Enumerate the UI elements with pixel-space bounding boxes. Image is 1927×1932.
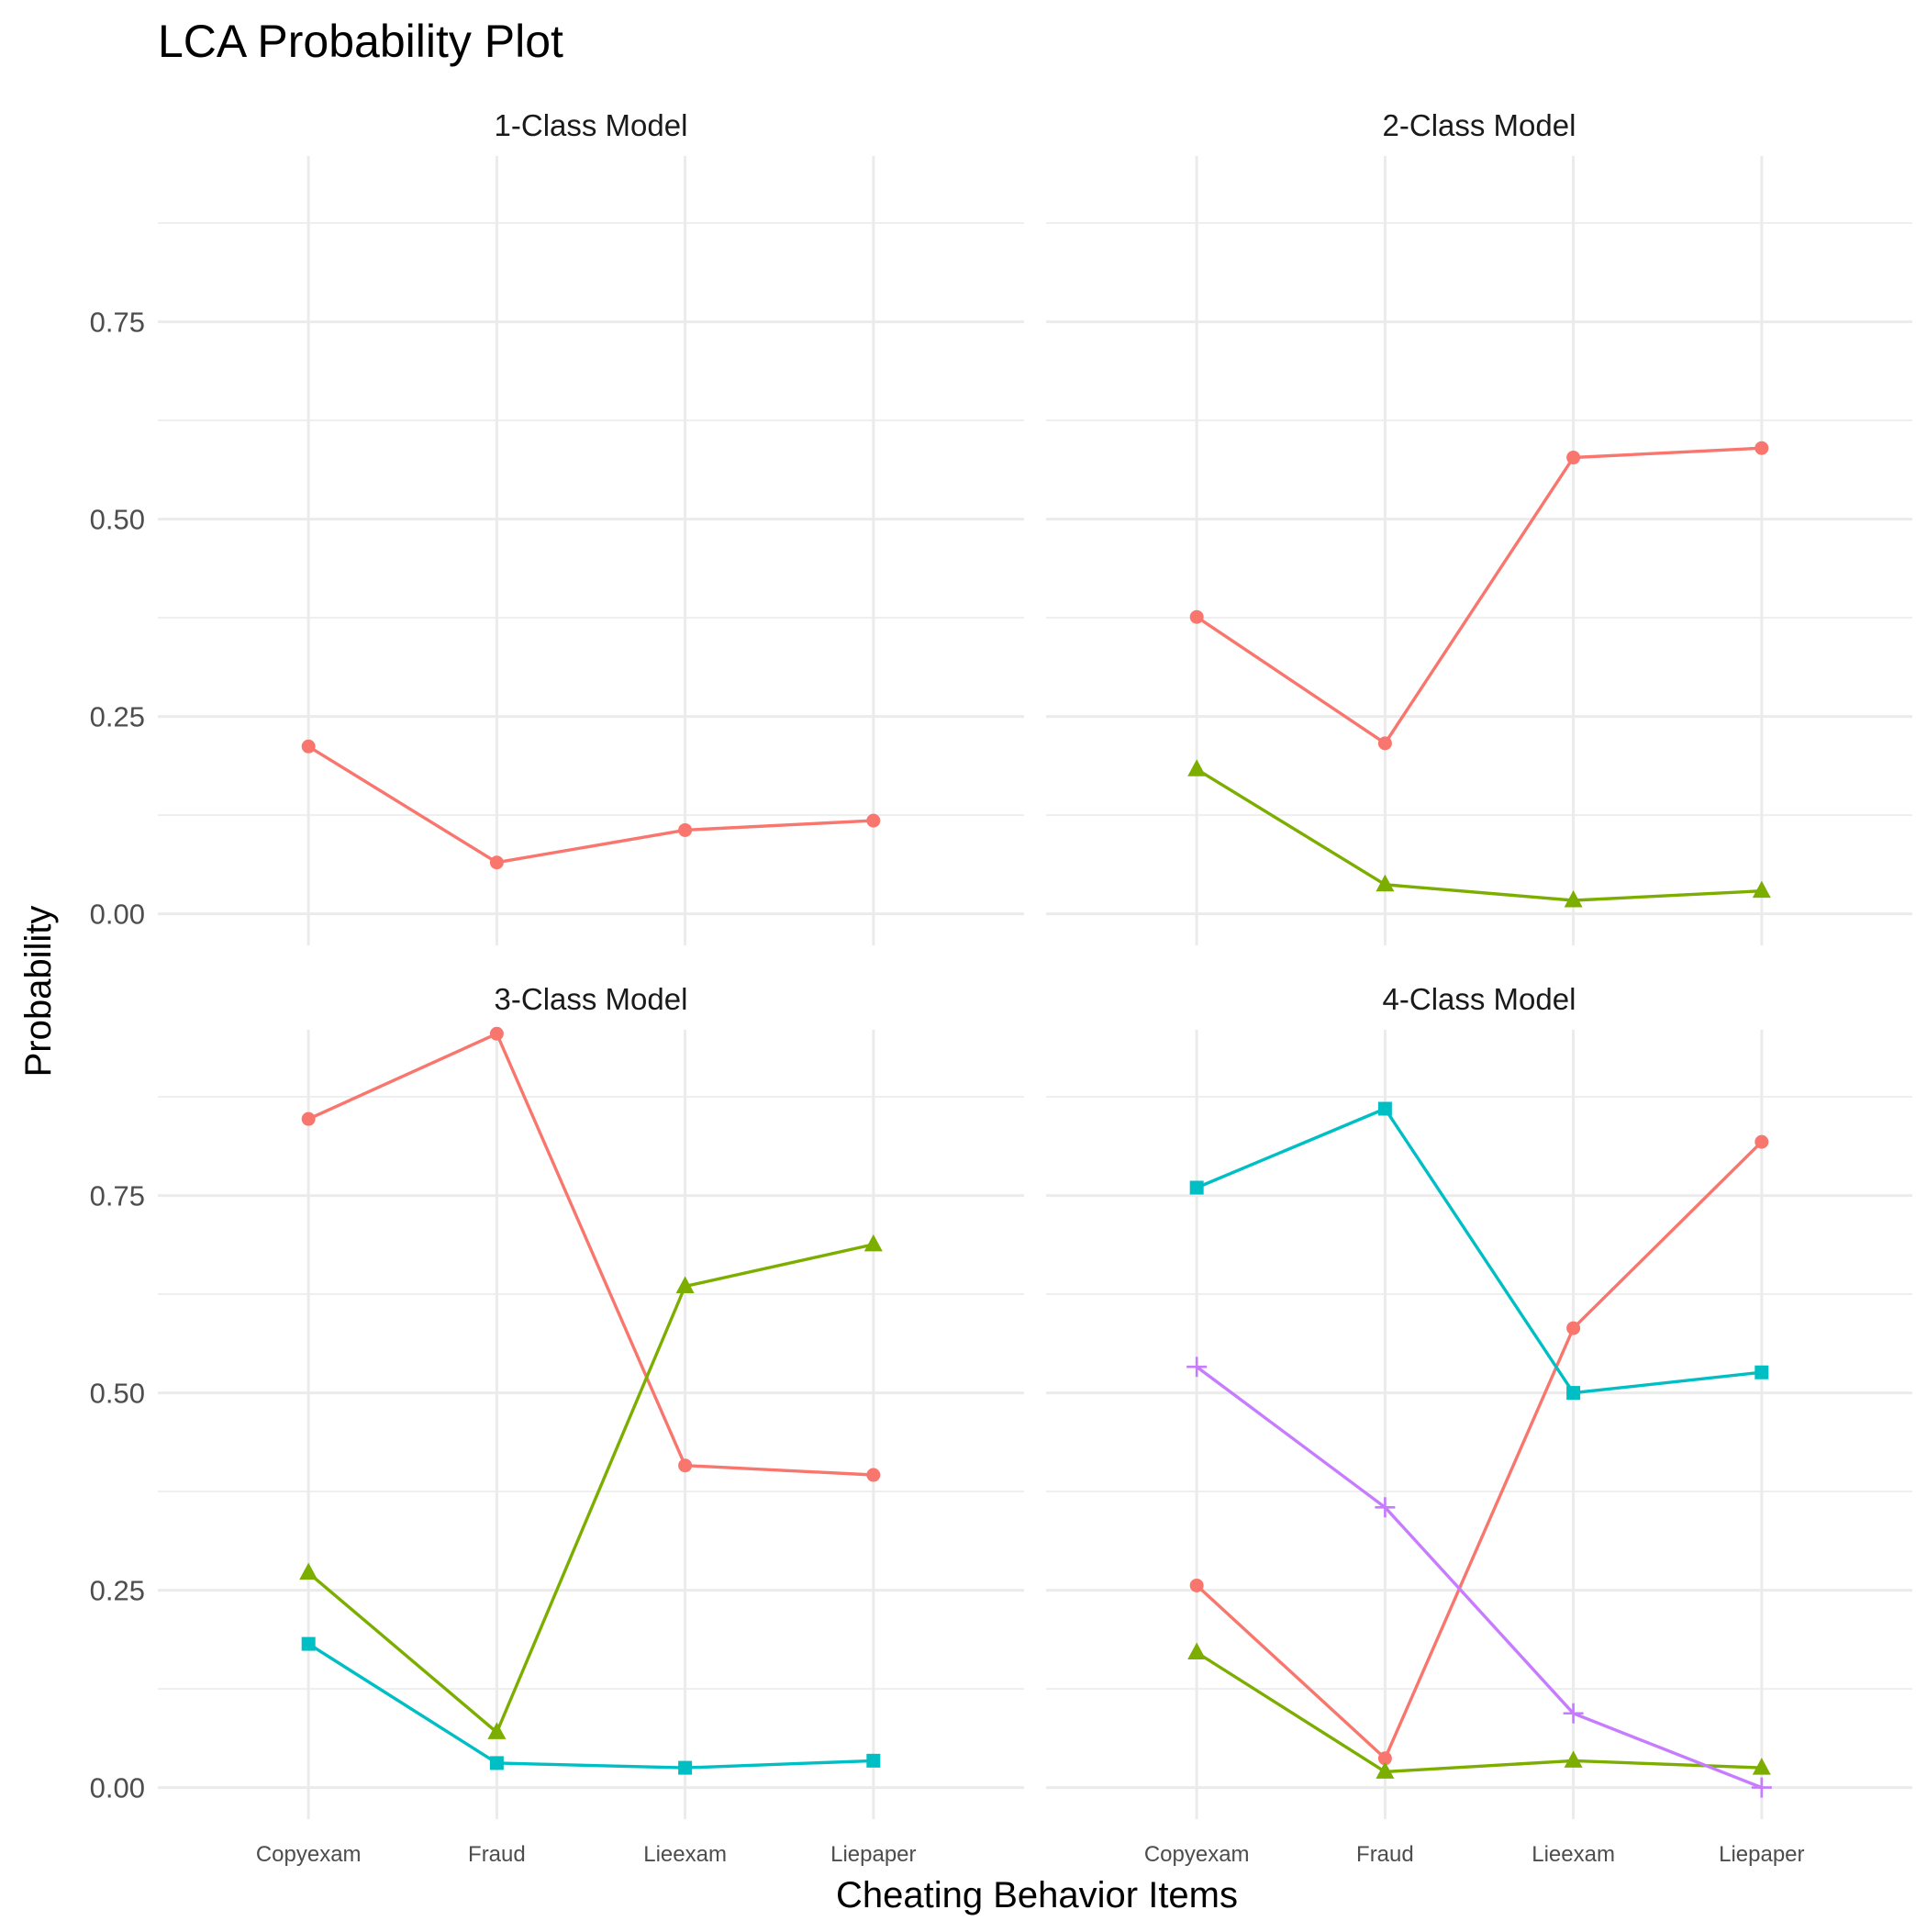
panel-strip-label: 3-Class Model [495, 982, 688, 1016]
data-point [1187, 759, 1207, 776]
data-point [489, 1026, 504, 1041]
x-tick-label: Fraud [1356, 1842, 1414, 1867]
data-point [1187, 1642, 1207, 1660]
data-point [1754, 1365, 1769, 1379]
data-point [1376, 874, 1395, 892]
series-line [307, 1243, 874, 1735]
data-point [489, 855, 504, 870]
data-point [1189, 1578, 1204, 1592]
data-point [1564, 1750, 1583, 1768]
y-axis-title: Probability [18, 906, 59, 1078]
x-tick-label: Lieexam [1532, 1842, 1615, 1867]
x-tick-label: Liepaper [1719, 1842, 1804, 1867]
data-point [1563, 1703, 1584, 1724]
x-tick-label: Fraud [468, 1842, 526, 1867]
data-point [1754, 441, 1769, 455]
x-tick-label: Copyexam [1144, 1842, 1250, 1867]
series-line [1196, 767, 1762, 902]
panel-1: 1-Class Model 0.00 0.25 0.50 0.75 [90, 108, 1024, 945]
data-point [1377, 736, 1392, 751]
series-line [1196, 1140, 1763, 1760]
data-point [301, 739, 316, 754]
data-point [1752, 1758, 1771, 1775]
data-point [866, 1753, 881, 1768]
data-point [1752, 880, 1771, 899]
data-point [1189, 1180, 1204, 1195]
data-point [678, 1458, 693, 1473]
y-tick-label: 0.25 [90, 1575, 145, 1607]
data-point [301, 1111, 316, 1126]
data-point [1754, 1134, 1769, 1149]
data-point [678, 822, 693, 837]
data-point [1377, 1101, 1392, 1116]
data-point [1186, 1357, 1208, 1378]
y-tick-label: 0.00 [90, 899, 145, 931]
chart-title: LCA Probability Plot [158, 16, 563, 67]
series-line [307, 1032, 874, 1477]
series-line [307, 1642, 874, 1770]
y-tick-label: 0.50 [90, 504, 145, 536]
data-point [301, 1636, 316, 1651]
data-point [675, 1276, 695, 1293]
data-point [1377, 1751, 1392, 1766]
data-point [863, 1234, 883, 1252]
data-point [1376, 1761, 1395, 1779]
data-point [1751, 1777, 1772, 1798]
data-point [866, 1468, 881, 1482]
data-point [866, 813, 881, 828]
data-point [1566, 451, 1581, 465]
y-tick-label: 0.25 [90, 701, 145, 733]
data-point [1189, 609, 1204, 624]
panel-4: 4-Class Model Copyexam Fraud Lieexam Liepape… [1046, 982, 1912, 1867]
x-tick-label: Liepaper [830, 1842, 916, 1867]
panel-2: 2-Class Model [1046, 108, 1912, 945]
y-tick-label: 0.00 [90, 1772, 145, 1804]
series-line [1196, 446, 1762, 745]
x-axis-title: Cheating Behavior Items [836, 1875, 1238, 1915]
data-point [678, 1760, 693, 1775]
x-tick-label: Copyexam [256, 1842, 362, 1867]
panel-strip-label: 2-Class Model [1383, 108, 1576, 142]
panel-strip-label: 4-Class Model [1383, 982, 1576, 1016]
data-point [1564, 889, 1583, 908]
panel-3: 3-Class Model 0.00 0.25 0.50 0.75 Copyexam Fra… [90, 982, 1024, 1867]
series-line [1196, 1365, 1763, 1790]
series-line [1196, 1651, 1762, 1774]
panel-strip-label: 1-Class Model [495, 108, 688, 142]
x-tick-label: Lieexam [643, 1842, 727, 1867]
data-point [487, 1722, 507, 1739]
series-line [1196, 1107, 1762, 1395]
y-tick-label: 0.75 [90, 307, 145, 339]
data-point [1566, 1386, 1581, 1401]
series-line [307, 744, 874, 865]
data-point [299, 1562, 318, 1580]
data-point [1566, 1321, 1581, 1335]
data-point [1375, 1497, 1396, 1518]
data-point [489, 1756, 504, 1770]
y-tick-label: 0.50 [90, 1378, 145, 1410]
panels-layer: 1-Class Model 0.00 0.25 0.50 0.75 2-Class Mod… [90, 108, 1912, 1867]
y-tick-label: 0.75 [90, 1180, 145, 1212]
